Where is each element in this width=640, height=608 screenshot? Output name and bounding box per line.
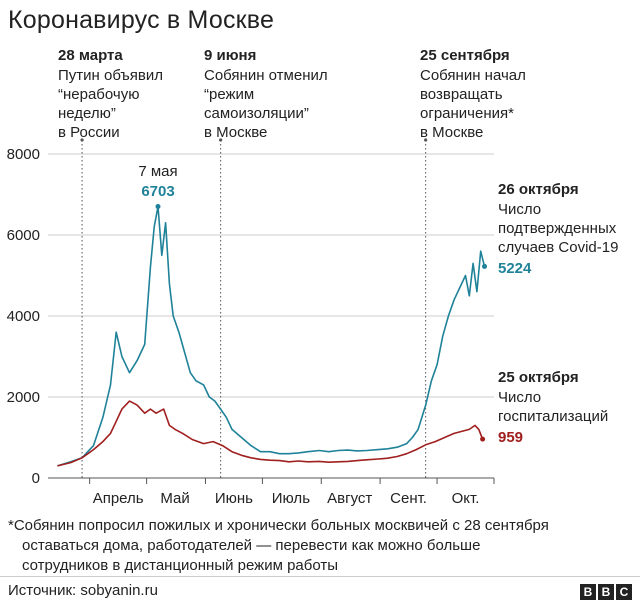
bbc-logo-block: B <box>580 584 596 600</box>
hospitalized-series-line <box>57 400 484 467</box>
y-tick-label: 0 <box>32 470 40 487</box>
event-text: в Москве <box>420 124 483 141</box>
event-marker-dot <box>424 138 428 142</box>
event-text: ограничения* <box>420 105 514 122</box>
event-text: возвращать <box>420 86 503 103</box>
event-text: Собянин начал <box>420 67 526 84</box>
event-text: неделю” <box>58 105 116 122</box>
event-marker-dot <box>219 138 223 142</box>
footer-divider <box>0 576 640 577</box>
hosp-label-date: 25 октября <box>498 369 579 386</box>
event-text: Собянин отменил <box>204 67 328 84</box>
cases-label-text: Число <box>498 201 541 218</box>
event-text: Путин объявил <box>58 67 163 84</box>
footnote-line-2: оставаться дома, работодателей — перевес… <box>22 537 481 554</box>
peak-value-label: 6703 <box>141 183 174 200</box>
event-text: “нерабочую <box>58 86 139 103</box>
cases-value-label: 5224 <box>498 260 532 277</box>
event-date: 9 июня <box>204 47 256 64</box>
y-tick-label: 4000 <box>7 308 40 325</box>
peak-marker <box>155 204 161 210</box>
hosp-label-text: Число <box>498 389 541 406</box>
event-text: самоизоляции” <box>204 105 309 122</box>
event-text: “режим <box>204 86 254 103</box>
x-tick-label: Окт. <box>452 490 480 507</box>
event-text: в Москве <box>204 124 267 141</box>
x-tick-label: Апрель <box>93 490 144 507</box>
line-chart: 0 2000 4000 6000 8000 Апрель Май Июнь Июль Август… <box>7 47 619 507</box>
x-tick-label: Июль <box>272 490 310 507</box>
bbc-logo-block: B <box>598 584 614 600</box>
y-tick-label: 6000 <box>7 227 40 244</box>
cases-label-date: 26 октября <box>498 181 579 198</box>
cases-end-marker <box>482 263 488 269</box>
footnote-line-1: *Собянин попросил пожилых и хронически б… <box>8 517 549 534</box>
footnote-line-3: сотрудников в дистанционный режим работы <box>22 557 339 574</box>
y-tick-label: 8000 <box>7 146 40 163</box>
y-tick-label: 2000 <box>7 389 40 406</box>
page-title: Коронавирус в Москве <box>8 6 275 34</box>
footnote: *Собянин попросил пожилых и хронически б… <box>8 516 632 576</box>
event-date: 25 сентября <box>420 47 510 64</box>
bbc-logo-block: C <box>616 584 632 600</box>
cases-series-line <box>57 205 486 467</box>
x-tick-label: Август <box>327 490 372 507</box>
event-date: 28 марта <box>58 47 123 64</box>
bbc-logo: B B C <box>580 584 632 600</box>
x-tick-label: Май <box>160 490 189 507</box>
cases-label-text: случаев Covid-19 <box>498 239 618 256</box>
hospitalized-end-marker <box>480 436 486 442</box>
x-tick-label: Сент. <box>390 490 427 507</box>
event-marker-dot <box>80 138 84 142</box>
source-credit: Источник: sobyanin.ru <box>8 582 158 599</box>
event-text: в России <box>58 124 120 141</box>
hosp-label-text: госпитализаций <box>498 408 608 425</box>
x-tick-label: Июнь <box>215 490 253 507</box>
hosp-value-label: 959 <box>498 429 523 446</box>
cases-label-text: подтвержденных <box>498 220 617 237</box>
peak-date-label: 7 мая <box>138 163 177 180</box>
